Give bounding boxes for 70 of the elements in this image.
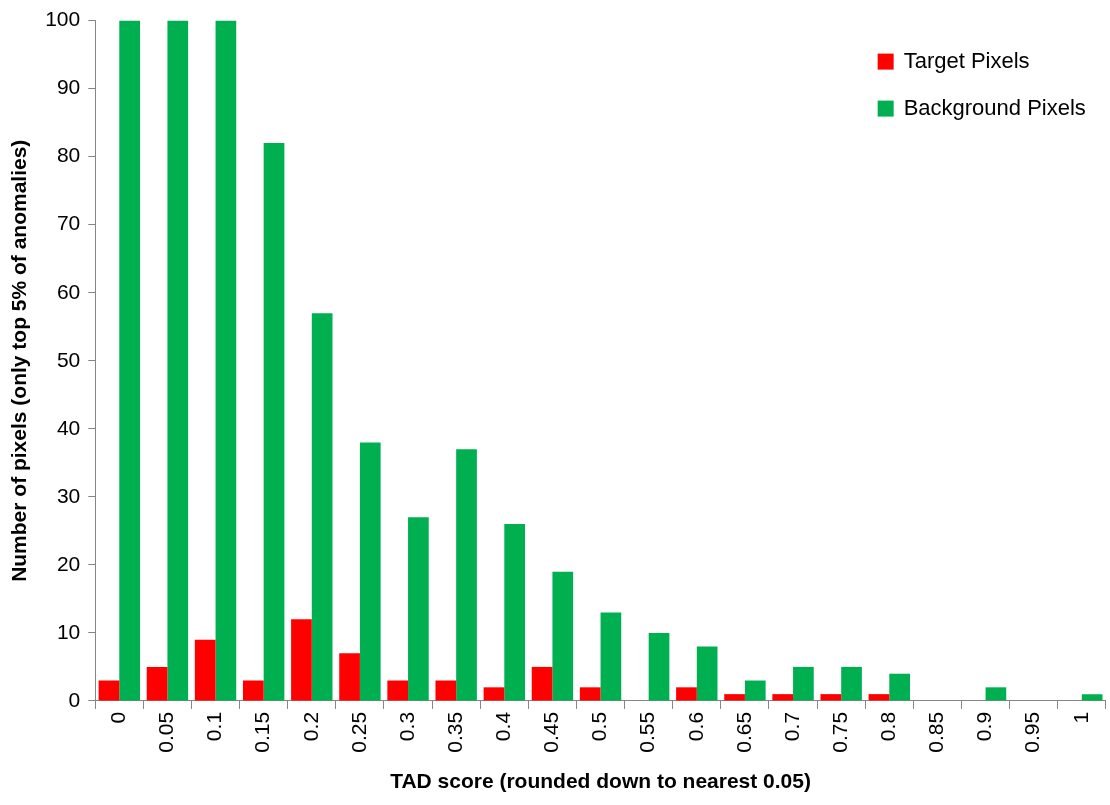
bar: [600, 612, 622, 701]
y-tick-label: 20: [56, 551, 81, 575]
x-tick-label: 0.25: [346, 711, 370, 753]
bar: [242, 680, 264, 701]
x-tick-label: 0.85: [924, 711, 948, 753]
x-tick-label: 0.3: [394, 711, 418, 742]
bar: [167, 20, 189, 701]
x-tick-label: 0.65: [731, 711, 755, 753]
bar: [552, 571, 574, 701]
bar: [724, 694, 745, 701]
x-tick-label: 0.05: [154, 711, 178, 753]
y-tick-label: 100: [45, 7, 81, 31]
bar: [194, 639, 216, 701]
bar: [387, 680, 409, 701]
y-tick-label: 40: [56, 415, 81, 439]
legend-label: Background Pixels: [903, 94, 1086, 120]
x-tick-label: 0.45: [539, 711, 563, 753]
bar: [339, 653, 360, 701]
bar: [744, 680, 766, 701]
x-tick-label: 0.55: [635, 711, 659, 753]
bar: [696, 646, 718, 701]
x-axis-title: TAD score (rounded down to nearest 0.05): [390, 769, 811, 793]
bar: [772, 694, 794, 701]
y-tick-label: 60: [56, 279, 81, 303]
bar: [531, 666, 553, 701]
bar: [841, 666, 862, 701]
bar: [98, 680, 120, 701]
bar: [291, 619, 312, 701]
x-tick-label: 0.75: [827, 711, 851, 753]
bar: [676, 687, 697, 701]
x-tick-label: 0.4: [491, 711, 515, 742]
x-tick-label: 0.2: [298, 711, 322, 742]
x-tick-label: 0.1: [202, 711, 226, 742]
x-tick-label: 0.5: [587, 711, 611, 742]
bar: [820, 694, 842, 701]
y-tick-label: 50: [56, 347, 81, 371]
x-tick-label: 1: [1068, 711, 1092, 724]
x-tick-label: 0: [106, 711, 130, 724]
y-tick-label: 80: [56, 143, 81, 167]
bar: [504, 524, 525, 701]
bar: [793, 666, 814, 701]
bar: [483, 687, 505, 701]
bar: [648, 632, 670, 701]
bar: [985, 687, 1007, 701]
bar: [119, 20, 140, 701]
bar: [868, 694, 890, 701]
bar: [359, 442, 381, 701]
x-tick-label: 0.6: [683, 711, 707, 742]
y-tick-label: 90: [56, 75, 81, 99]
x-tick-label: 0.95: [1020, 711, 1044, 753]
x-tick-label: 0.35: [442, 711, 466, 753]
y-axis-title: Number of pixels (only top 5% of anomalies): [7, 139, 31, 582]
x-tick-label: 0.15: [250, 711, 274, 753]
bar: [311, 313, 333, 701]
bar: [408, 517, 429, 701]
bar: [456, 449, 477, 701]
legend-label: Target Pixels: [903, 47, 1030, 73]
x-tick-label: 0.8: [876, 711, 900, 742]
y-tick-label: 10: [56, 619, 81, 643]
bar: [263, 143, 285, 701]
x-tick-label: 0.7: [779, 711, 803, 742]
y-tick-label: 70: [56, 211, 81, 235]
x-tick-label: 0.9: [972, 711, 996, 742]
bar: [1081, 694, 1103, 701]
bar: [579, 687, 601, 701]
bar: [215, 20, 237, 701]
bar: [146, 666, 168, 701]
bar: [889, 673, 910, 701]
y-tick-label: 30: [56, 483, 81, 507]
bar: [435, 680, 457, 701]
